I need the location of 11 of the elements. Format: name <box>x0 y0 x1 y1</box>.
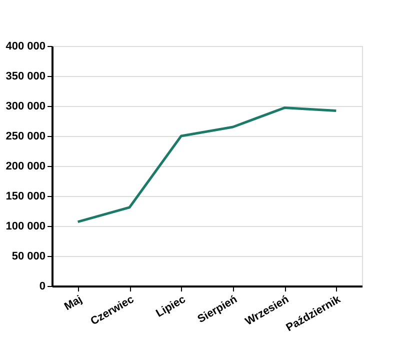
y-tick-label: 300 000 <box>6 100 46 112</box>
y-tick-label: 400 000 <box>6 40 46 52</box>
y-tick-label: 100 000 <box>6 220 46 232</box>
y-tick-label: 250 000 <box>6 130 46 142</box>
line-series <box>76 106 338 224</box>
y-tick-label: 0 <box>39 280 46 292</box>
y-tick-label: 350 000 <box>6 70 46 82</box>
y-tick-label: 200 000 <box>6 160 46 172</box>
y-tick-label: 50 000 <box>12 250 46 262</box>
y-tick-label: 150 000 <box>6 190 46 202</box>
x-tick-label: Maj <box>62 294 84 314</box>
